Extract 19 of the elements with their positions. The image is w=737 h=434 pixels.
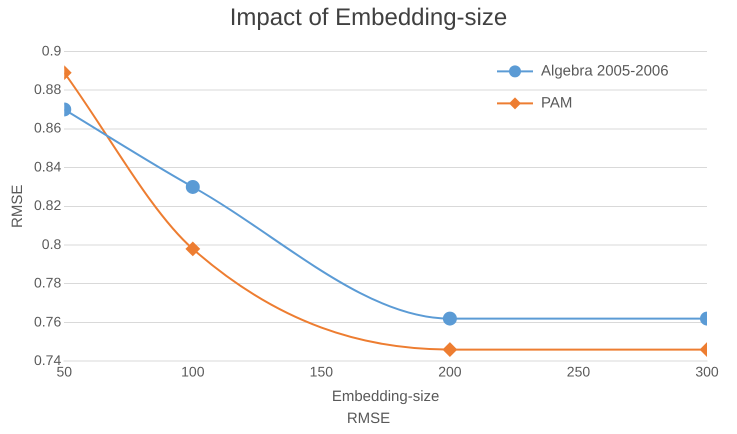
- x-tick-label: 300: [695, 363, 719, 380]
- y-tick-label: 0.8: [42, 236, 62, 252]
- legend-label: PAM: [541, 94, 572, 112]
- x-tick-label: 100: [181, 363, 205, 380]
- text: RMSE: [346, 410, 392, 427]
- x-axis-title: Embedding-size: [332, 388, 440, 406]
- y-tick-label: 0.78: [34, 274, 62, 291]
- x-tick-label: 200: [438, 363, 462, 380]
- y-axis-title: RMSE: [9, 184, 26, 228]
- y-tick-label: 0.84: [34, 158, 62, 174]
- x-tick-label: 250: [566, 363, 590, 380]
- y-tick-label: 0.9: [42, 42, 62, 58]
- chart-title: Impact of Embedding-size: [228, 4, 508, 32]
- y-tick-label: 0.76: [34, 313, 62, 330]
- y-tick-label: 0.82: [34, 197, 62, 214]
- x-tick-label: 150: [310, 363, 334, 380]
- legend-label: Algebra 2005-2006: [541, 62, 669, 80]
- y-tick-label: 0.86: [34, 120, 62, 136]
- y-tick-label: 0.88: [34, 80, 62, 97]
